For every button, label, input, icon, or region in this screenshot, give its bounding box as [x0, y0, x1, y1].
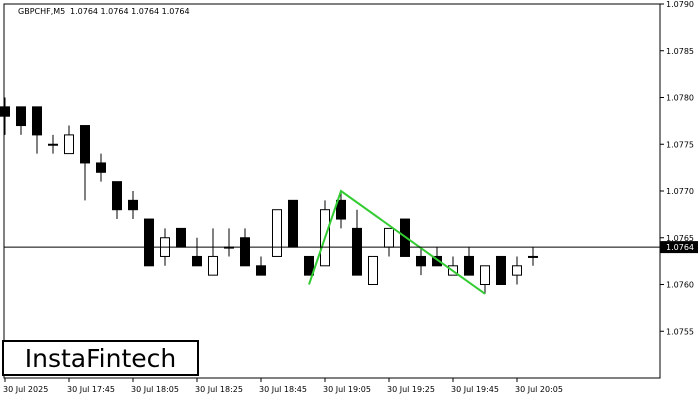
candle-body-bearish [256, 265, 266, 276]
current-price-label: 1.0764 [666, 243, 694, 252]
candle [496, 255, 506, 286]
candle-body-bullish [208, 255, 218, 276]
candle [0, 97, 10, 135]
candle-body-bearish [112, 181, 122, 211]
candle [16, 106, 26, 135]
candle [272, 209, 282, 257]
candle [176, 227, 186, 248]
current-price-group: 1.0764 [4, 241, 698, 254]
candle-body-bearish [432, 255, 442, 267]
candle [384, 227, 394, 257]
y-tick-label: 1.0765 [666, 234, 694, 243]
candle-body-bearish [144, 218, 154, 267]
candle-body-bullish [480, 265, 490, 285]
candle-body-bullish [528, 255, 538, 258]
current-price-tag [660, 241, 698, 254]
x-tick-label: 30 Jul 20:05 [515, 385, 563, 394]
candle-body-bearish [304, 255, 314, 276]
candle [352, 209, 362, 276]
candle-body-bearish [240, 237, 250, 267]
candle [320, 200, 330, 267]
candle [288, 199, 298, 248]
x-axis: 30 Jul 2025 30 Jul 17:45 30 Jul 18:05 30 Ju… [3, 378, 563, 394]
y-tick-label: 1.0755 [666, 327, 694, 336]
candle-body-bearish [192, 255, 202, 267]
candle [432, 247, 442, 267]
candle [32, 106, 42, 154]
candle [368, 255, 378, 286]
candle-body-bullish [384, 227, 394, 248]
candle [96, 153, 106, 182]
candle [208, 228, 218, 276]
candle-body-bearish [336, 199, 346, 220]
candle [48, 134, 58, 154]
chart-header-ohlc: 1.0764 1.0764 1.0764 1.0764 [70, 7, 190, 16]
y-axis: 1.07901.07851.07801.07751.07701.07651.07… [660, 0, 694, 336]
pattern-group [308, 189, 486, 295]
x-tick-label: 30 Jul 18:05 [131, 385, 179, 394]
x-tick-label: 30 Jul 19:25 [387, 385, 435, 394]
candle [464, 247, 474, 276]
candle [336, 191, 346, 229]
candle-body-bearish [80, 125, 90, 164]
chart-header-symbol: GBPCHF,M5 [18, 7, 65, 16]
y-tick-label: 1.0775 [666, 140, 694, 149]
y-tick-label: 1.0770 [666, 187, 694, 196]
candle-body-bearish [176, 227, 186, 248]
x-tick-label: 30 Jul 17:45 [67, 385, 115, 394]
candle-body-bullish [368, 255, 378, 286]
candle-body-bearish [32, 106, 42, 136]
y-tick-label: 1.0790 [666, 0, 694, 9]
candle-body-bearish [0, 106, 10, 117]
candle-body-bullish [64, 134, 74, 155]
x-tick-label: 30 Jul 19:05 [323, 385, 371, 394]
candle [64, 125, 74, 155]
candle [224, 228, 234, 257]
candle-body-bearish [288, 199, 298, 248]
plot-border [3, 3, 661, 379]
candle-body-bearish [464, 255, 474, 276]
x-tick-label: 30 Jul 18:45 [259, 385, 307, 394]
candle-body-bullish [512, 265, 522, 276]
candle-body-bullish [48, 143, 58, 146]
candle [192, 237, 202, 267]
candle [528, 247, 538, 266]
candle [144, 218, 154, 267]
candle [80, 125, 90, 201]
candle-body-bearish [496, 255, 506, 286]
candle [512, 256, 522, 285]
x-tick-label: 30 Jul 2025 [3, 385, 48, 394]
candle [256, 256, 266, 276]
candle [304, 255, 314, 276]
candle-body-bullish [272, 209, 282, 257]
candle-body-bearish [352, 227, 362, 276]
candle [128, 191, 138, 220]
candle [416, 247, 426, 276]
candle-body-bearish [16, 106, 26, 127]
candle-body-bearish [416, 255, 426, 267]
candle-body-bearish [96, 162, 106, 173]
y-tick-label: 1.0785 [666, 47, 694, 56]
x-tick-label: 30 Jul 19:45 [451, 385, 499, 394]
candle [112, 181, 122, 220]
y-tick-label: 1.0780 [666, 94, 694, 103]
pattern-line [308, 189, 486, 295]
brand-logo: InstaFintech [2, 340, 199, 376]
candles-group [0, 97, 538, 294]
plot-frame [3, 3, 661, 379]
candle [480, 265, 490, 294]
brand-logo-text: InstaFintech [24, 343, 177, 373]
y-tick-label: 1.0760 [666, 281, 694, 290]
x-tick-label: 30 Jul 18:25 [195, 385, 243, 394]
candle-body-bearish [128, 199, 138, 211]
